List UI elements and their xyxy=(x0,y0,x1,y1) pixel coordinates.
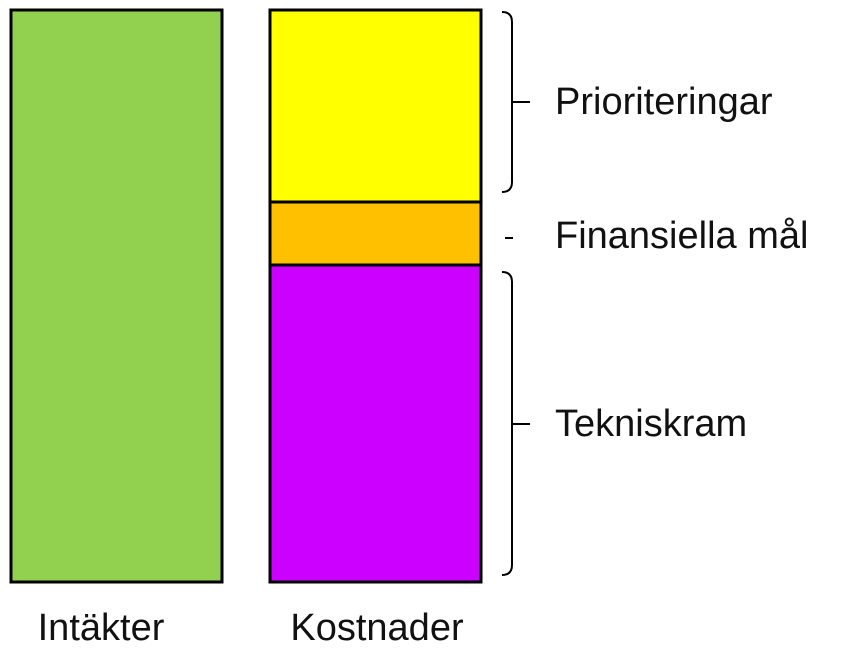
column-label: Kostnader xyxy=(290,607,464,645)
technical-segment xyxy=(268,263,483,584)
income-bar xyxy=(9,8,224,584)
segment-label: Finansiella mål xyxy=(555,215,808,257)
priorities-segment xyxy=(268,8,483,204)
bracket xyxy=(501,11,530,193)
financial-goals-segment xyxy=(268,200,483,267)
segment-label: Tekniskram xyxy=(555,403,747,445)
column-label: Intäkter xyxy=(38,607,165,645)
cost-bar-outline xyxy=(268,8,483,584)
bracket xyxy=(501,271,530,576)
segment-label: Prioriteringar xyxy=(555,81,773,123)
